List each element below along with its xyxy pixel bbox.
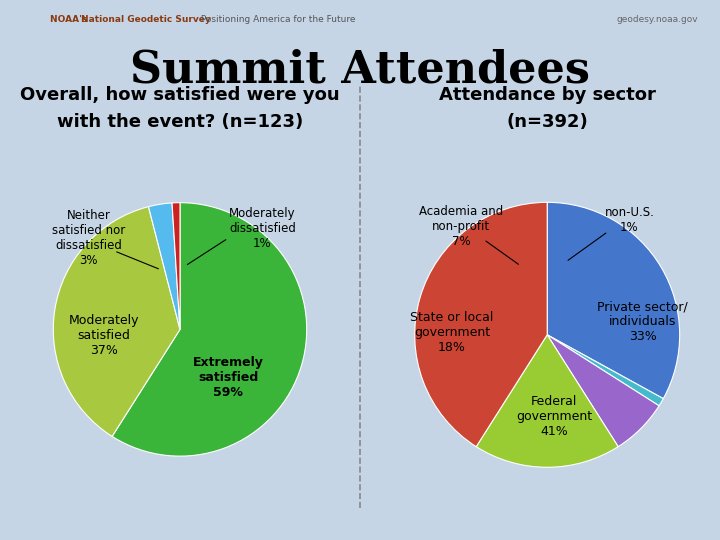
Text: National Geodetic Survey: National Geodetic Survey xyxy=(81,15,211,24)
Text: Academia and
non-profit
7%: Academia and non-profit 7% xyxy=(419,205,503,248)
Text: Moderately
dissatisfied
1%: Moderately dissatisfied 1% xyxy=(229,206,296,249)
Wedge shape xyxy=(148,203,180,329)
Wedge shape xyxy=(112,202,307,456)
Wedge shape xyxy=(172,202,180,329)
Text: (n=392): (n=392) xyxy=(506,113,588,131)
Text: Neither
satisfied nor
dissatisfied
3%: Neither satisfied nor dissatisfied 3% xyxy=(52,209,125,267)
Wedge shape xyxy=(547,335,659,447)
Wedge shape xyxy=(53,207,180,436)
Text: NOAA's: NOAA's xyxy=(50,15,91,24)
Text: Federal
government
41%: Federal government 41% xyxy=(516,395,592,438)
Text: Moderately
satisfied
37%: Moderately satisfied 37% xyxy=(68,314,139,357)
Wedge shape xyxy=(547,202,680,399)
Text: Private sector/
individuals
33%: Private sector/ individuals 33% xyxy=(597,300,688,343)
Wedge shape xyxy=(547,335,663,406)
Wedge shape xyxy=(415,202,547,447)
Text: Extremely
satisfied
59%: Extremely satisfied 59% xyxy=(193,356,264,399)
Wedge shape xyxy=(476,335,618,467)
Text: Summit Attendees: Summit Attendees xyxy=(130,49,590,92)
Text: Attendance by sector: Attendance by sector xyxy=(438,86,656,104)
Text: Positioning America for the Future: Positioning America for the Future xyxy=(198,15,356,24)
Text: geodesy.noaa.gov: geodesy.noaa.gov xyxy=(617,15,698,24)
Text: Overall, how satisfied were you: Overall, how satisfied were you xyxy=(20,86,340,104)
Text: State or local
government
18%: State or local government 18% xyxy=(410,310,493,354)
Text: non-U.S.
1%: non-U.S. 1% xyxy=(604,206,654,233)
Text: with the event? (n=123): with the event? (n=123) xyxy=(57,113,303,131)
